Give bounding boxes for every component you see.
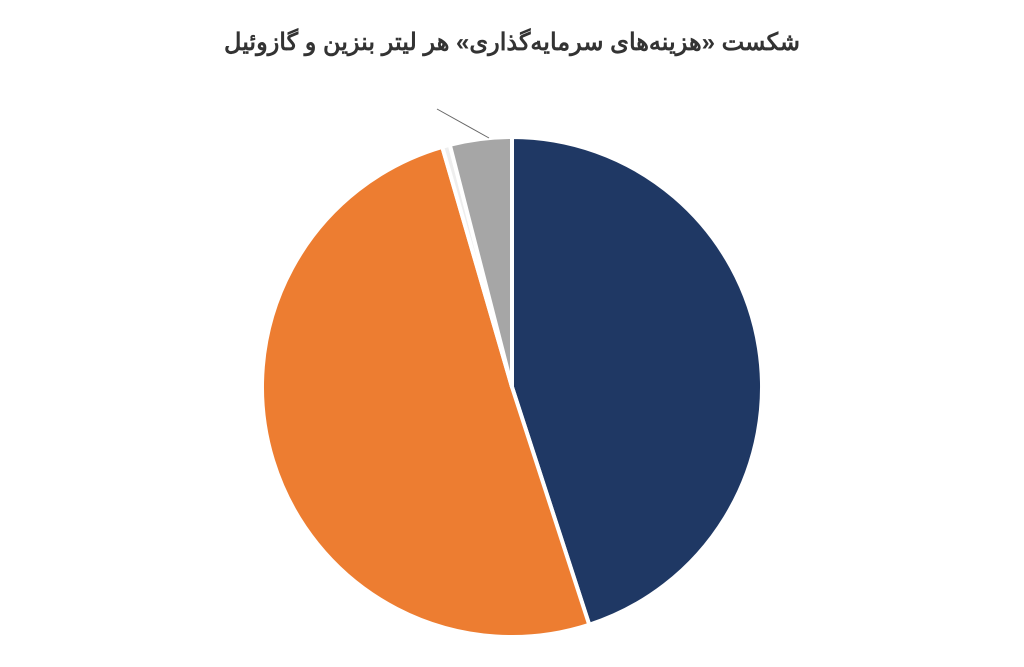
pie-chart	[232, 107, 792, 667]
chart-title: شکست «هزینه‌های سرمایه‌گذاری» هر لیتر بن…	[224, 28, 800, 57]
leader-line	[437, 109, 489, 138]
chart-container: شکست «هزینه‌های سرمایه‌گذاری» هر لیتر بن…	[0, 0, 1024, 651]
